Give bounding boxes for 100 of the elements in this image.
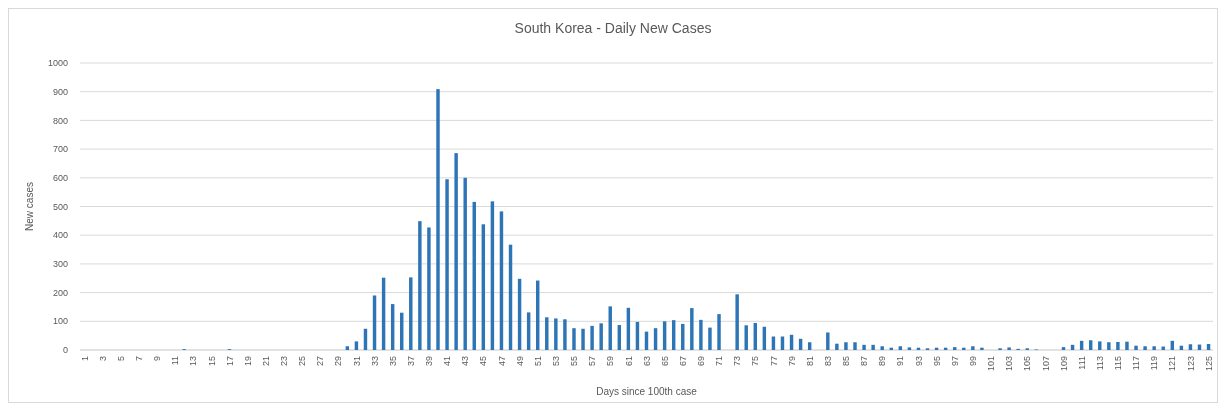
bar: [690, 308, 694, 350]
bar: [436, 89, 440, 350]
bar: [1188, 344, 1193, 350]
x-tick-label: 83: [822, 356, 833, 367]
bar: [599, 323, 603, 350]
x-tick-label: 23: [279, 356, 290, 367]
x-tick-label: 21: [260, 356, 271, 367]
x-tick-label: 89: [877, 356, 888, 367]
x-tick-label: 79: [786, 356, 797, 367]
y-tick-label: 600: [52, 172, 68, 183]
y-tick-label: 700: [52, 144, 68, 155]
x-tick-label: 43: [460, 356, 471, 367]
x-tick-label: 1: [79, 356, 90, 362]
bar: [862, 344, 866, 350]
bar: [345, 346, 350, 350]
y-tick-label: 800: [52, 115, 68, 126]
x-tick-label: 51: [532, 356, 543, 367]
x-tick-label: 71: [714, 356, 725, 367]
x-tick-label: 67: [677, 356, 688, 367]
y-tick-label: 300: [52, 259, 68, 270]
x-tick-label: 11: [170, 356, 181, 366]
bar: [708, 327, 712, 350]
bar: [554, 318, 558, 350]
x-tick-label: 7: [133, 356, 144, 362]
x-axis-title: Days since 100th case: [596, 386, 698, 397]
bar: [898, 346, 903, 350]
bar: [844, 342, 848, 350]
x-tick-label: 53: [551, 356, 561, 367]
x-tick-label: 107: [1040, 356, 1051, 372]
bar: [1143, 346, 1147, 350]
x-tick-label: 123: [1185, 356, 1196, 372]
bar: [744, 325, 748, 350]
y-tick-label: 900: [52, 86, 68, 97]
bar: [980, 347, 984, 350]
x-tick-label: 45: [478, 356, 489, 367]
x-tick-label: 57: [587, 356, 598, 367]
bar: [572, 328, 576, 350]
bar: [463, 177, 467, 350]
x-tick-label: 63: [641, 356, 652, 367]
bar: [1107, 342, 1111, 350]
x-tick-label: 95: [931, 356, 942, 367]
x-tick-label: 69: [696, 356, 707, 367]
bar: [445, 179, 449, 350]
x-tick-label: 125: [1203, 356, 1214, 372]
bar: [1061, 347, 1066, 350]
bar: [1152, 346, 1156, 350]
bar: [1007, 347, 1011, 350]
x-tick-label: 65: [659, 356, 670, 367]
x-tick-label: 25: [297, 356, 308, 367]
y-tick-label: 400: [52, 230, 68, 241]
y-tick-label: 0: [62, 345, 68, 356]
x-tick-label: 37: [405, 356, 416, 367]
bar: [735, 294, 739, 350]
bar: [953, 347, 957, 350]
bar: [871, 344, 875, 350]
x-tick-label: 15: [206, 356, 217, 367]
x-tick-label: 49: [514, 356, 525, 367]
bar: [1125, 341, 1129, 350]
bar: [826, 332, 830, 350]
x-tick-label: 97: [949, 356, 960, 367]
x-tick-label: 87: [859, 356, 870, 367]
x-tick-label: 103: [1004, 356, 1015, 372]
x-tick-label: 91: [895, 356, 906, 367]
x-tick-label: 111: [1076, 356, 1087, 370]
x-tick-label: 5: [115, 356, 126, 362]
bar: [853, 342, 857, 350]
x-tick-label: 93: [913, 356, 924, 367]
x-tick-label: 61: [623, 356, 634, 367]
y-tick-label: 1000: [47, 58, 68, 69]
bar: [717, 314, 721, 350]
x-tick-label: 47: [496, 356, 507, 367]
x-tick-label: 115: [1113, 356, 1124, 371]
x-tick-label: 101: [986, 356, 997, 372]
x-tick-label: 85: [841, 356, 852, 367]
x-tick-label: 31: [351, 356, 362, 367]
y-tick-label: 500: [52, 201, 68, 212]
x-tick-label: 3: [97, 356, 108, 362]
x-tick-label: 73: [732, 356, 743, 367]
x-tick-label: 27: [315, 356, 326, 367]
x-tick-label: 117: [1131, 356, 1142, 371]
bar: [1098, 341, 1102, 350]
x-tick-label: 99: [968, 356, 979, 367]
x-tick-label: 55: [569, 356, 580, 367]
bar: [962, 347, 966, 350]
x-tick-label: 121: [1167, 356, 1178, 372]
x-tick-label: 35: [387, 356, 398, 367]
bar: [354, 341, 359, 350]
bar: [699, 319, 703, 350]
bar: [1116, 341, 1120, 350]
x-tick-label: 41: [442, 356, 453, 367]
bar: [545, 317, 549, 350]
bar: [418, 221, 422, 350]
x-tick-label: 81: [804, 356, 815, 367]
x-tick-label: 113: [1094, 356, 1105, 371]
x-tick-label: 119: [1149, 356, 1160, 371]
bar: [563, 319, 567, 350]
x-tick-label: 39: [424, 356, 435, 367]
x-tick-label: 33: [369, 356, 380, 367]
bar: [1134, 345, 1138, 350]
bar: [880, 346, 884, 350]
